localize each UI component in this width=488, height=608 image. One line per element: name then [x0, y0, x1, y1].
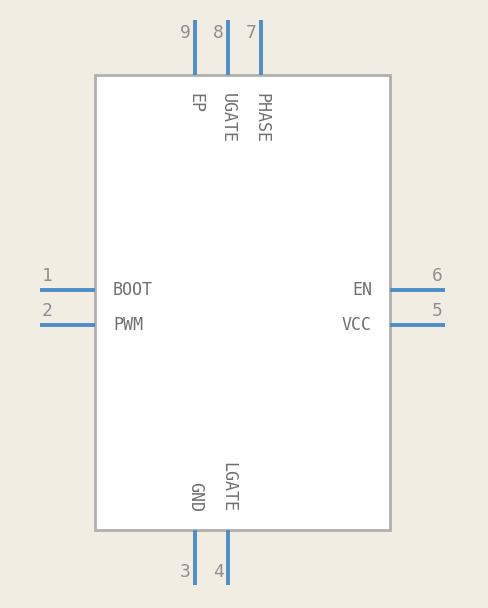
Text: EP: EP	[186, 93, 204, 113]
Text: 2: 2	[42, 302, 53, 320]
Text: PHASE: PHASE	[252, 93, 270, 143]
Text: 8: 8	[213, 24, 224, 42]
Text: 1: 1	[42, 267, 53, 285]
Text: 7: 7	[246, 24, 257, 42]
Bar	[95, 75, 390, 530]
Text: 5: 5	[432, 302, 443, 320]
Text: LGATE: LGATE	[219, 462, 237, 512]
Text: 6: 6	[432, 267, 443, 285]
Text: 9: 9	[180, 24, 191, 42]
Text: 4: 4	[213, 563, 224, 581]
Text: VCC: VCC	[342, 316, 372, 334]
Text: EN: EN	[352, 281, 372, 299]
Text: GND: GND	[186, 482, 204, 512]
Text: BOOT: BOOT	[113, 281, 153, 299]
Text: PWM: PWM	[113, 316, 143, 334]
Text: UGATE: UGATE	[219, 93, 237, 143]
Text: 3: 3	[180, 563, 191, 581]
